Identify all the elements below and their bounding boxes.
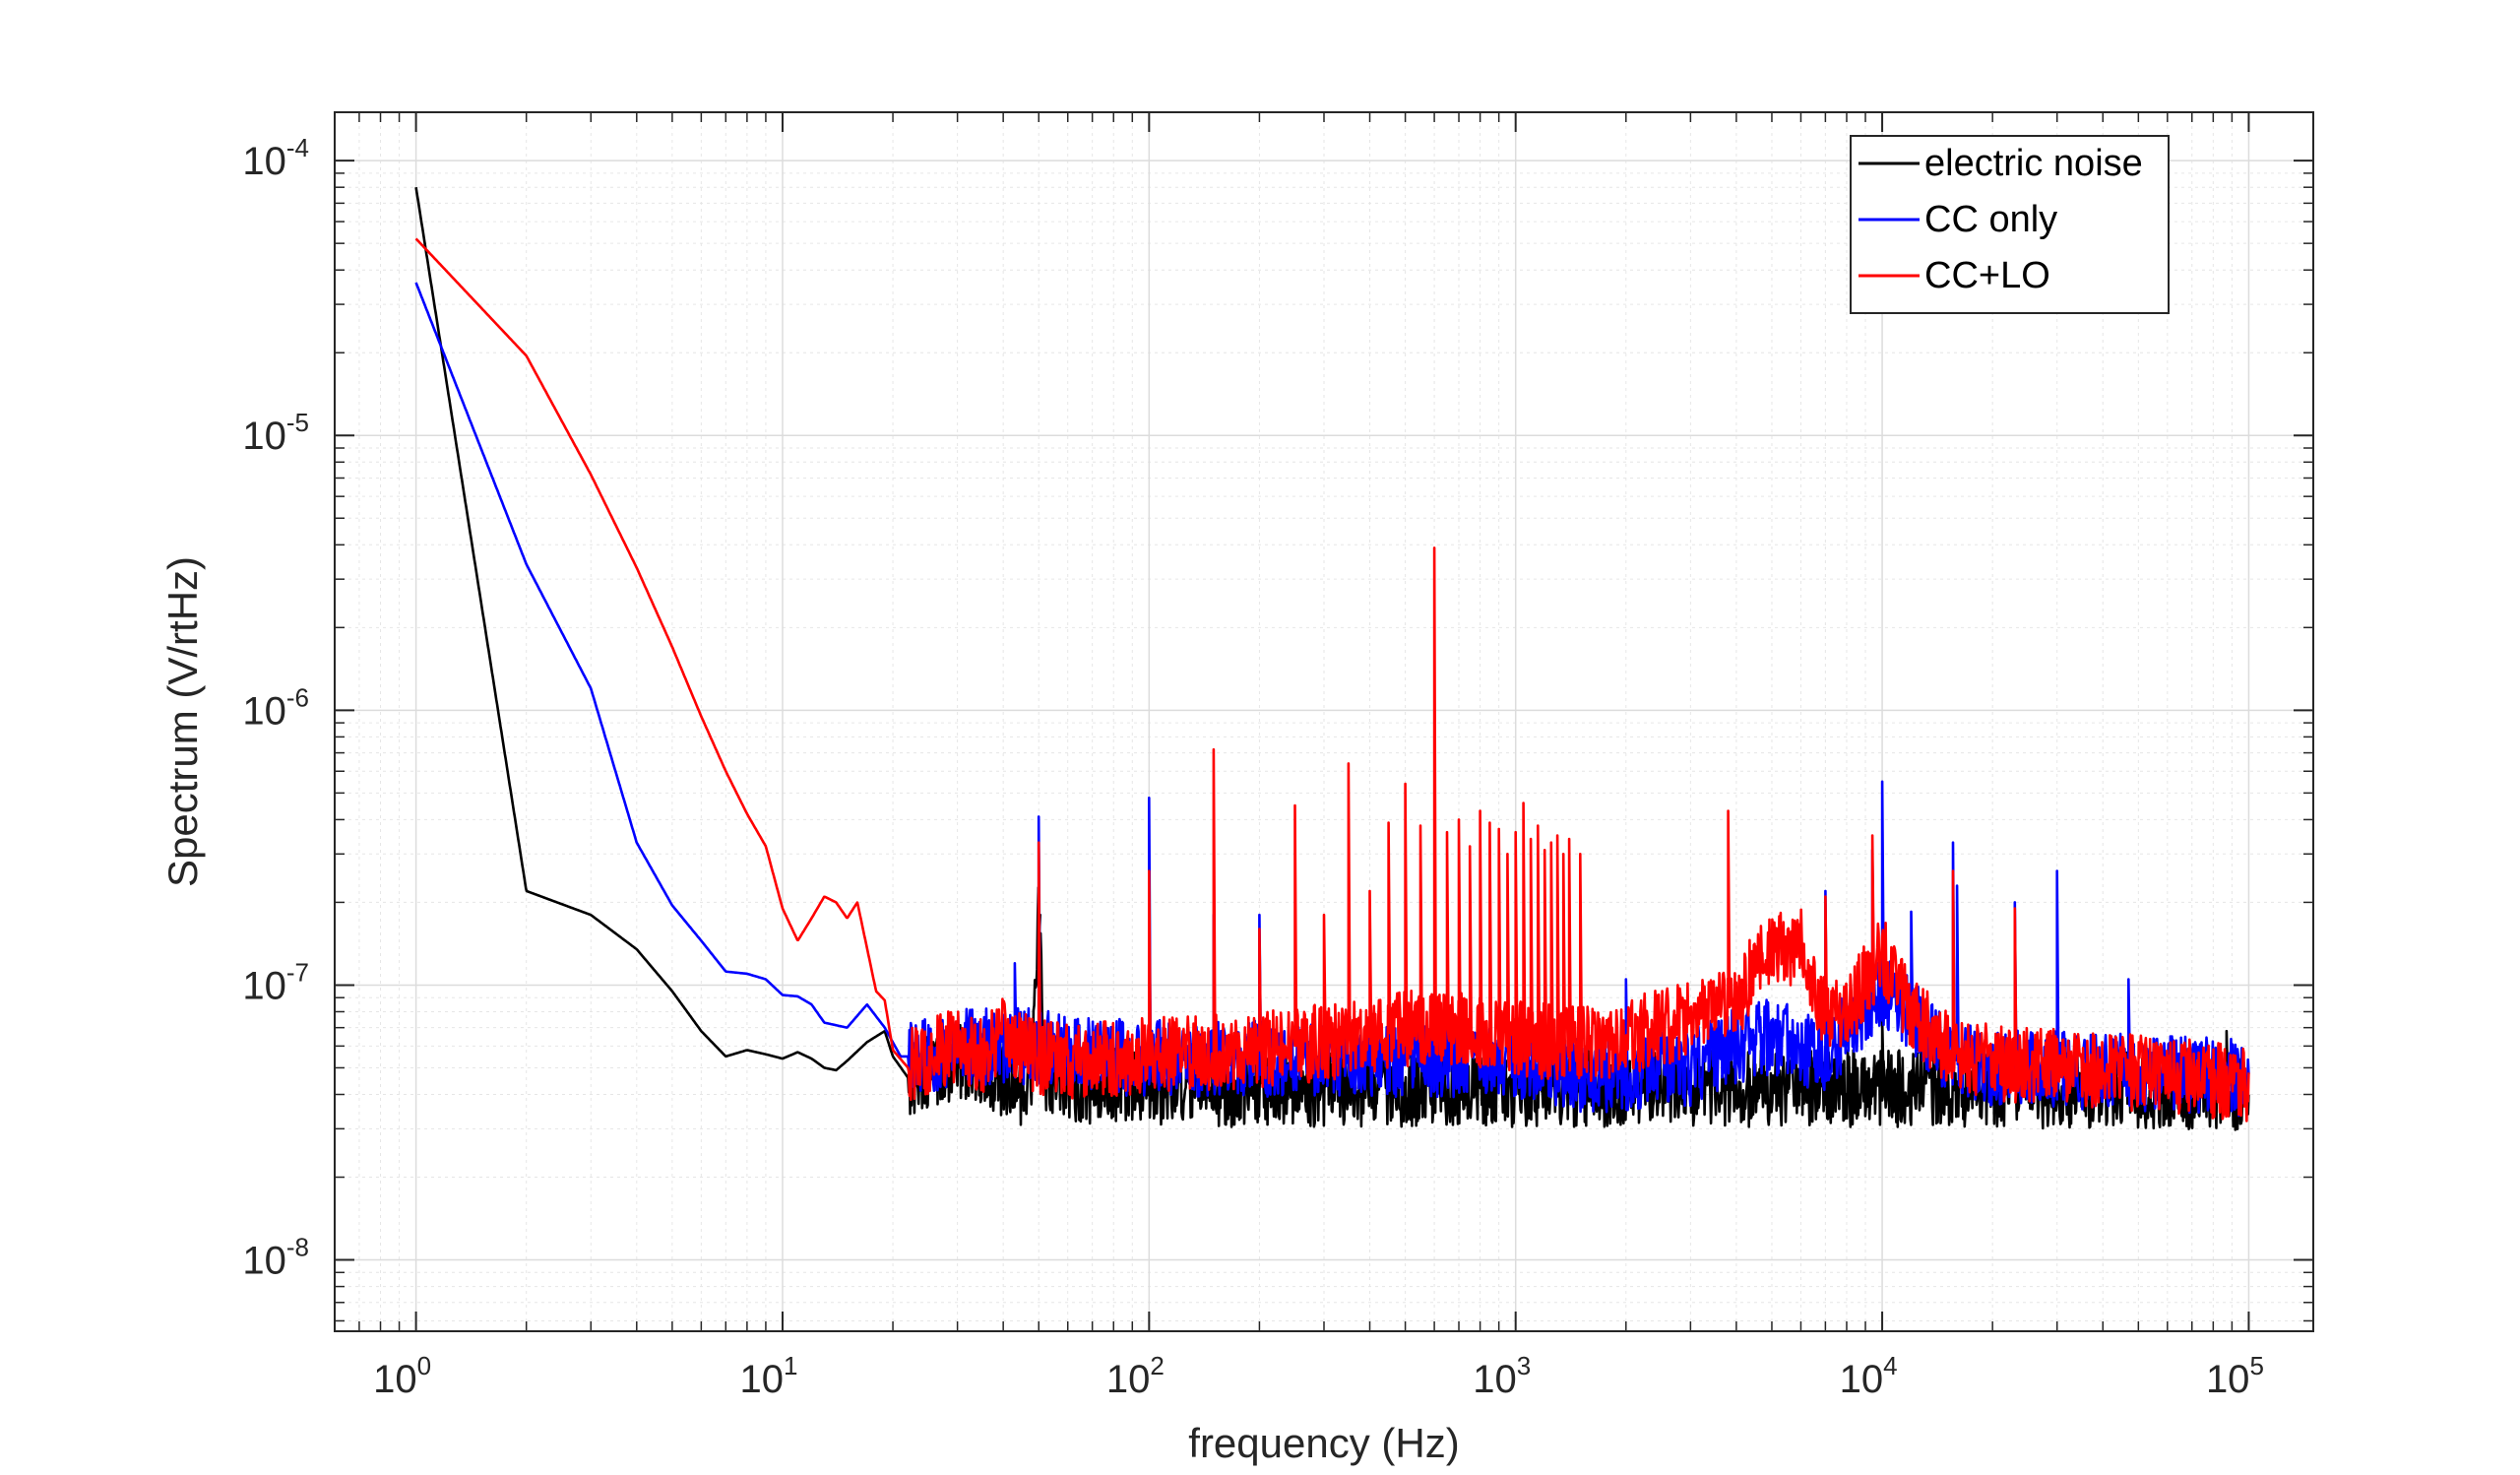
x-tick-label: 103 — [1473, 1351, 1531, 1401]
x-axis-title: frequency (Hz) — [1188, 1420, 1459, 1466]
legend-label-cc-lo: CC+LO — [1924, 255, 2050, 296]
y-tick-label: 10-8 — [242, 1233, 309, 1283]
x-tick-labels: 100 101 102 103 104 105 — [373, 1351, 2264, 1401]
axis-ticks — [334, 112, 2313, 1331]
series-line-cc-lo — [414, 237, 2250, 1122]
series-layer — [414, 187, 2250, 1131]
x-tick-label: 100 — [373, 1351, 431, 1401]
x-tick-label: 101 — [739, 1351, 797, 1401]
x-tick-label: 105 — [2206, 1351, 2264, 1401]
y-tick-label: 10-5 — [242, 408, 309, 458]
y-axis-title: Spectrum (V/rtHz) — [159, 556, 206, 887]
y-tick-labels: 10-8 10-7 10-6 10-5 10-4 — [242, 133, 309, 1282]
y-tick-label: 10-6 — [242, 682, 309, 733]
y-tick-label: 10-7 — [242, 957, 309, 1007]
x-tick-label: 104 — [1840, 1351, 1898, 1401]
legend-label-electric-noise: electric noise — [1924, 143, 2143, 184]
y-tick-label: 10-4 — [242, 133, 309, 183]
legend-label-cc-only: CC only — [1924, 199, 2057, 240]
x-tick-label: 102 — [1106, 1351, 1165, 1401]
legend: electric noise CC only CC+LO — [1850, 135, 2170, 314]
legend-box — [1850, 135, 2170, 314]
